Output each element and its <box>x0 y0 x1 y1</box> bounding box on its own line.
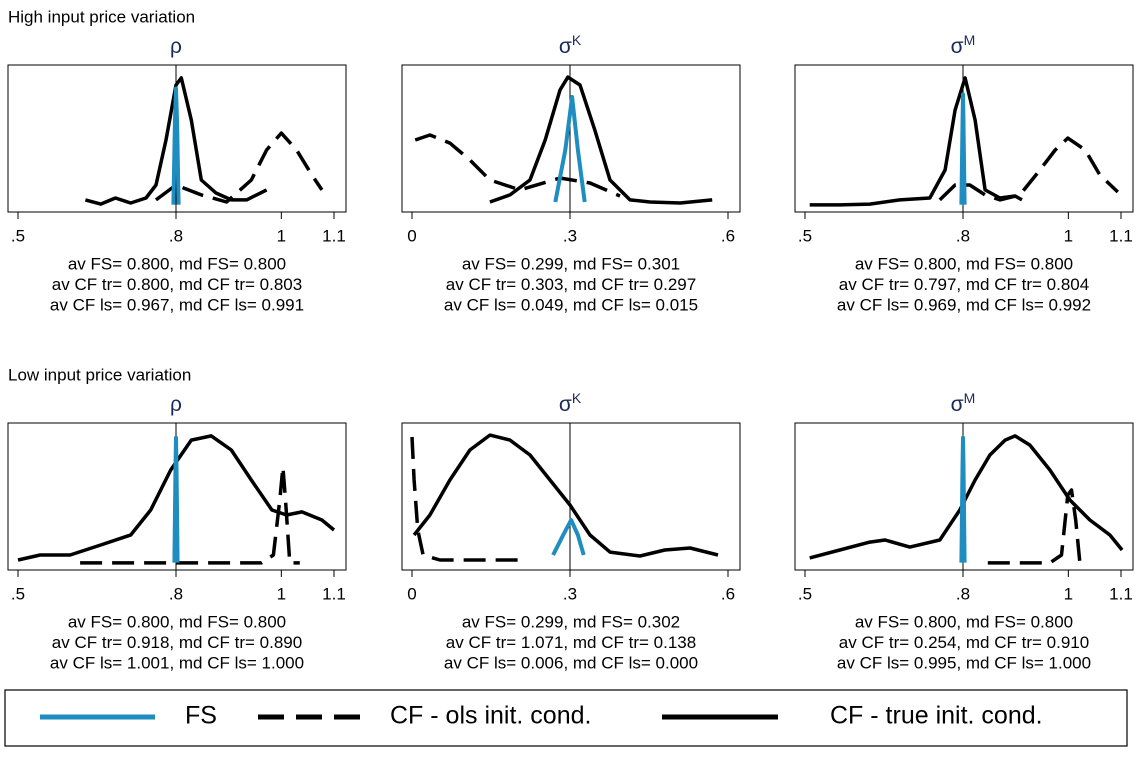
annotation: av CF ls= 0.995, md CF ls= 1.000 <box>837 653 1091 672</box>
x-tick-label: 1 <box>277 584 286 603</box>
density-line <box>809 76 1023 207</box>
density-line <box>84 76 268 206</box>
annotation: av CF tr= 0.797, md CF tr= 0.804 <box>839 275 1089 294</box>
annotation: av CF tr= 0.918, md CF tr= 0.890 <box>52 633 302 652</box>
legend-label: CF - true init. cond. <box>830 702 1043 730</box>
annotation: av FS= 0.299, md FS= 0.302 <box>462 612 680 631</box>
density-line <box>987 488 1082 565</box>
x-tick-label: .5 <box>11 584 25 603</box>
plot-frame <box>7 422 347 571</box>
annotation: av FS= 0.800, md FS= 0.800 <box>68 612 286 631</box>
x-tick-label: .6 <box>721 584 735 603</box>
x-tick-label: 1 <box>1064 226 1073 245</box>
annotation: av CF ls= 0.049, md CF ls= 0.015 <box>444 295 698 314</box>
density-line <box>154 131 324 204</box>
x-tick-label: .5 <box>798 584 812 603</box>
density-line <box>959 92 967 205</box>
plot-frame <box>794 64 1134 213</box>
row-title: High input price variation <box>8 7 195 26</box>
panel-title: σK <box>559 32 582 58</box>
annotation: av CF tr= 0.254, md CF tr= 0.910 <box>839 633 1089 652</box>
panel-title: σK <box>559 390 582 416</box>
plot-frame <box>794 422 1134 571</box>
x-tick-label: .8 <box>169 226 183 245</box>
x-tick-label: .8 <box>956 226 970 245</box>
panel-title-symbol: σ <box>559 35 572 58</box>
annotation: av CF ls= 0.969, md CF ls= 0.992 <box>837 295 1091 314</box>
plot-frame <box>7 64 347 213</box>
annotation: av FS= 0.800, md FS= 0.800 <box>855 612 1073 631</box>
panel-title: ρ <box>170 35 182 58</box>
x-tick-label: .6 <box>721 226 735 245</box>
x-tick-label: .5 <box>11 226 25 245</box>
density-line <box>80 465 300 565</box>
plot-frame <box>401 422 741 571</box>
plot-frame <box>401 64 741 213</box>
legend-label: FS <box>185 702 217 730</box>
x-tick-label: 1 <box>277 226 286 245</box>
panel-title-superscript: M <box>964 390 976 406</box>
density-line <box>938 136 1120 202</box>
density-line <box>17 434 336 562</box>
x-tick-label: 1.1 <box>1109 584 1133 603</box>
panel-title: σM <box>951 390 976 416</box>
panel-title-symbol: σ <box>951 35 964 58</box>
density-line <box>412 433 719 558</box>
annotation: av CF tr= 0.800, md CF tr= 0.803 <box>52 275 302 294</box>
x-tick-label: .8 <box>956 584 970 603</box>
density-line <box>489 75 713 205</box>
x-tick-label: 1.1 <box>322 584 346 603</box>
density-line <box>809 434 1124 560</box>
x-tick-label: 1 <box>1064 584 1073 603</box>
annotation: av CF ls= 0.006, md CF ls= 0.000 <box>444 653 698 672</box>
density-line <box>551 518 586 556</box>
annotation: av FS= 0.800, md FS= 0.800 <box>855 254 1073 273</box>
density-line <box>172 435 180 563</box>
panel-title: ρ <box>170 393 182 416</box>
annotation: av CF ls= 1.001, md CF ls= 1.000 <box>50 653 304 672</box>
density-line <box>414 133 621 198</box>
panel-title-superscript: M <box>964 32 976 48</box>
x-tick-label: 0 <box>407 584 416 603</box>
x-tick-label: .3 <box>563 584 577 603</box>
x-tick-label: .8 <box>169 584 183 603</box>
x-tick-label: 0 <box>407 226 416 245</box>
panel-title: σM <box>951 32 976 58</box>
panel-title-superscript: K <box>572 390 582 406</box>
panel-title-symbol: σ <box>559 393 572 416</box>
density-line <box>553 95 587 203</box>
x-tick-label: 1.1 <box>1109 226 1133 245</box>
legend-box <box>4 689 1128 747</box>
legend-label: CF - ols init. cond. <box>390 702 591 730</box>
density-line <box>410 436 520 562</box>
annotation: av CF tr= 0.303, md CF tr= 0.297 <box>446 275 696 294</box>
panel-title-superscript: K <box>572 32 582 48</box>
x-tick-label: .5 <box>798 226 812 245</box>
row-title: Low input price variation <box>8 365 191 384</box>
panel-title-symbol: σ <box>951 393 964 416</box>
density-line <box>171 86 181 205</box>
annotation: av CF ls= 0.967, md CF ls= 0.991 <box>50 295 304 314</box>
panel-title-symbol: ρ <box>170 35 182 58</box>
annotation: av CF tr= 1.071, md CF tr= 0.138 <box>446 633 696 652</box>
panel-title-symbol: ρ <box>170 393 182 416</box>
x-tick-label: .3 <box>563 226 577 245</box>
x-tick-label: 1.1 <box>322 226 346 245</box>
density-line <box>959 435 967 563</box>
annotation: av FS= 0.800, md FS= 0.800 <box>68 254 286 273</box>
annotation: av FS= 0.299, md FS= 0.301 <box>462 254 680 273</box>
